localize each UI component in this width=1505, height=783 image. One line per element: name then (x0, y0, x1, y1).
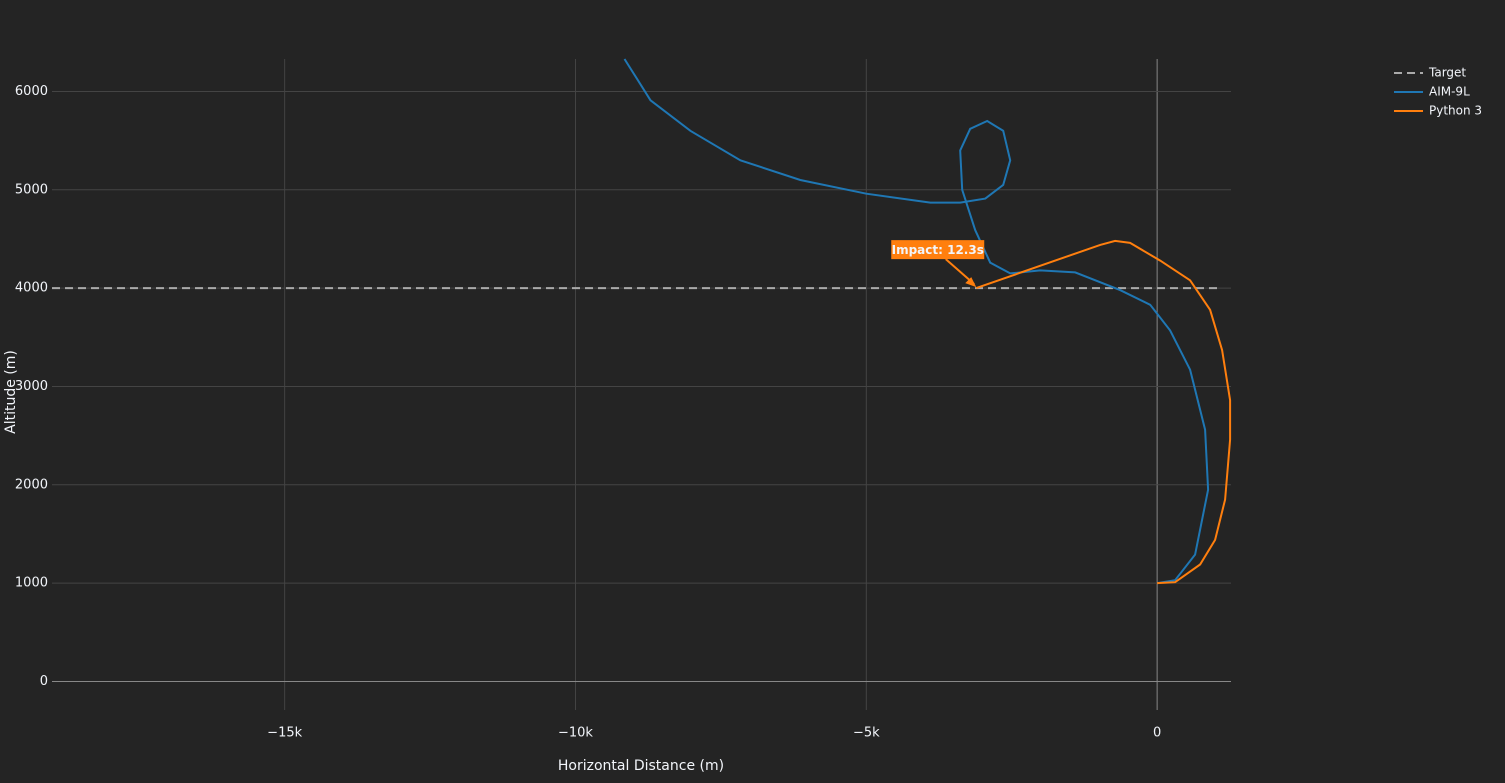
plot-area (52, 58, 1232, 585)
x-tick-label: −15k (267, 726, 302, 741)
x-tick-label: −10k (558, 726, 593, 741)
annotation-arrowhead (965, 277, 977, 288)
y-tick-label: 4000 (15, 281, 48, 296)
annotation-text: Impact: 12.3s (892, 243, 984, 257)
legend-label: Python 3 (1429, 104, 1482, 118)
y-tick-label: 2000 (15, 477, 48, 492)
y-tick-label: 0 (40, 674, 48, 689)
series-line (975, 239, 1232, 585)
x-tick-label: −5k (853, 726, 880, 741)
y-tick-label: 6000 (15, 84, 48, 99)
legend-label: AIM-9L (1429, 85, 1470, 99)
y-axis-title: Altitude (m) (3, 350, 19, 434)
x-tick-label: 0 (1153, 726, 1161, 741)
legend-label: Target (1428, 66, 1466, 80)
y-tick-label: 3000 (15, 379, 48, 394)
x-axis-title: Horizontal Distance (m) (558, 758, 724, 774)
series-line (623, 58, 1210, 585)
annotation-box (891, 240, 985, 260)
y-tick-label: 1000 (15, 576, 48, 591)
y-tick-label: 5000 (15, 182, 48, 197)
